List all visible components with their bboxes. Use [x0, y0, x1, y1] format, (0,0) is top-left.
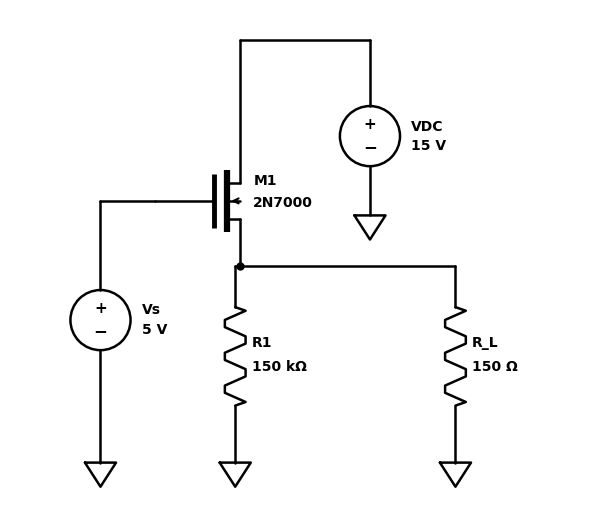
- Text: 5 V: 5 V: [142, 322, 167, 337]
- Text: +: +: [364, 117, 376, 132]
- Text: Vs: Vs: [142, 303, 161, 317]
- Text: VDC: VDC: [412, 119, 444, 133]
- Text: 2N7000: 2N7000: [253, 196, 313, 210]
- Text: −: −: [94, 321, 107, 340]
- Text: 15 V: 15 V: [412, 139, 446, 153]
- Text: +: +: [94, 301, 107, 316]
- Text: 150 kΩ: 150 kΩ: [252, 359, 307, 374]
- Text: −: −: [363, 138, 377, 156]
- Text: M1: M1: [253, 174, 277, 188]
- Text: 150 Ω: 150 Ω: [472, 359, 518, 374]
- Text: R_L: R_L: [472, 337, 499, 351]
- Text: R1: R1: [252, 337, 272, 351]
